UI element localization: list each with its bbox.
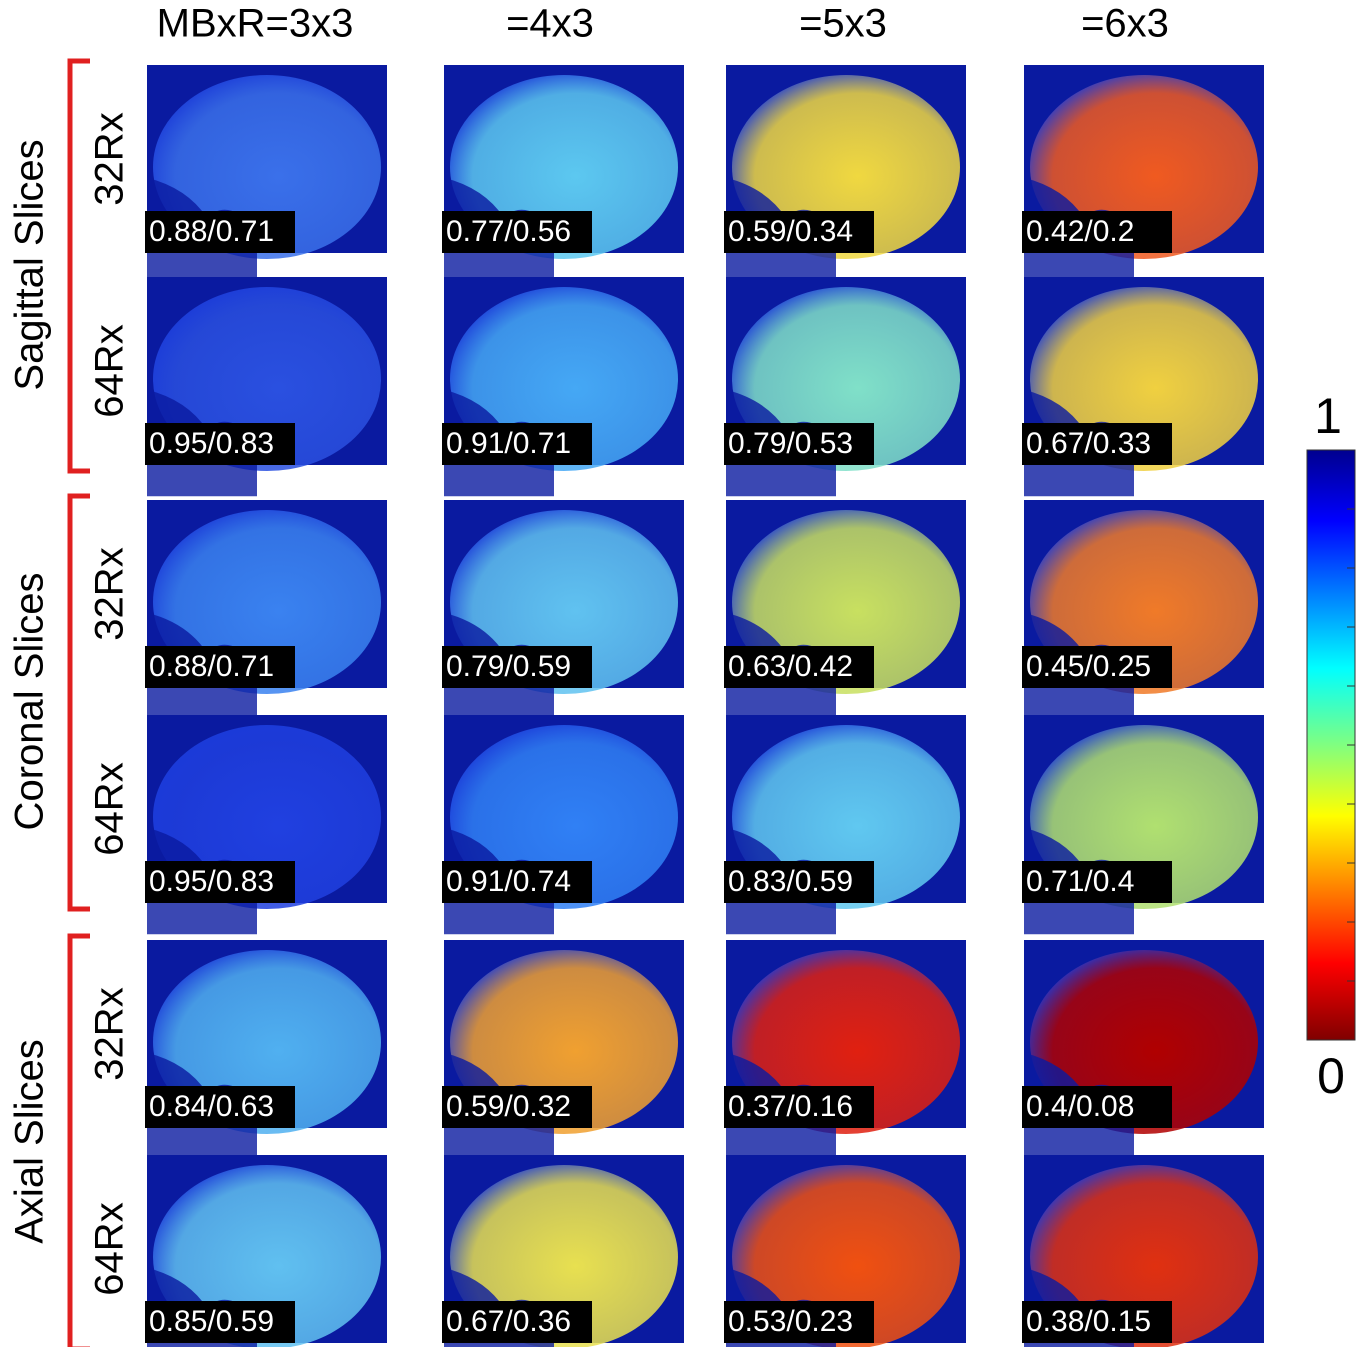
group-label: Sagittal Slices — [8, 139, 52, 390]
label-box — [724, 211, 874, 253]
row-label: 64Rx — [88, 324, 132, 417]
cell-label: 0.38/0.15 — [1026, 1305, 1151, 1338]
label-box — [145, 1301, 295, 1343]
cell-label: 0.53/0.23 — [728, 1305, 853, 1338]
label-box — [1022, 861, 1172, 903]
label-box — [1022, 646, 1172, 688]
cell-label: 0.91/0.71 — [446, 427, 571, 460]
cell-label: 0.85/0.59 — [149, 1305, 274, 1338]
label-box — [145, 861, 295, 903]
cell-label: 0.83/0.59 — [728, 865, 853, 898]
row-label: 32Rx — [88, 987, 132, 1080]
row-label: 64Rx — [88, 762, 132, 855]
label-box — [145, 423, 295, 465]
column-header: =4x3 — [506, 2, 594, 46]
group-label: Axial Slices — [8, 1039, 52, 1244]
cell-label: 0.95/0.83 — [149, 427, 274, 460]
column-header: =6x3 — [1081, 2, 1169, 46]
cell-label: 0.67/0.36 — [446, 1305, 571, 1338]
row-label: 32Rx — [88, 112, 132, 205]
cell-label: 0.45/0.25 — [1026, 650, 1151, 683]
label-box — [724, 423, 874, 465]
row-label: 32Rx — [88, 547, 132, 640]
cell-label: 0.71/0.4 — [1026, 865, 1134, 898]
label-box — [442, 1086, 592, 1128]
cell-label: 0.42/0.2 — [1026, 215, 1134, 248]
cell-label: 0.84/0.63 — [149, 1090, 274, 1123]
label-box — [1022, 1301, 1172, 1343]
label-box — [442, 1301, 592, 1343]
label-box — [145, 646, 295, 688]
cell-label: 0.4/0.08 — [1026, 1090, 1134, 1123]
colorbar-max: 1 — [1314, 388, 1342, 444]
cell-label: 0.37/0.16 — [728, 1090, 853, 1123]
label-box — [442, 646, 592, 688]
group-bracket — [67, 58, 90, 474]
label-box — [145, 211, 295, 253]
label-box — [724, 861, 874, 903]
cell-label: 0.79/0.53 — [728, 427, 853, 460]
label-box — [442, 211, 592, 253]
label-box — [724, 646, 874, 688]
label-box — [145, 1086, 295, 1128]
column-header: MBxR=3x3 — [157, 2, 354, 46]
label-box — [1022, 1086, 1172, 1128]
cell-label: 0.77/0.56 — [446, 215, 571, 248]
group-label: Coronal Slices — [8, 573, 52, 831]
label-box — [1022, 211, 1172, 253]
cell-label: 0.79/0.59 — [446, 650, 571, 683]
cell-label: 0.91/0.74 — [446, 865, 571, 898]
cell-label: 0.95/0.83 — [149, 865, 274, 898]
row-label: 64Rx — [88, 1202, 132, 1295]
column-header: =5x3 — [799, 2, 887, 46]
cell-label: 0.59/0.34 — [728, 215, 853, 248]
label-box — [1022, 423, 1172, 465]
group-bracket — [67, 493, 90, 912]
cell-label: 0.88/0.71 — [149, 650, 274, 683]
colorbar-min: 0 — [1317, 1048, 1345, 1104]
label-box — [724, 1301, 874, 1343]
cell-label: 0.67/0.33 — [1026, 427, 1151, 460]
label-box — [442, 861, 592, 903]
cell-label: 0.63/0.42 — [728, 650, 853, 683]
label-box — [442, 423, 592, 465]
cell-label: 0.88/0.71 — [149, 215, 274, 248]
cell-label: 0.59/0.32 — [446, 1090, 571, 1123]
label-box — [724, 1086, 874, 1128]
